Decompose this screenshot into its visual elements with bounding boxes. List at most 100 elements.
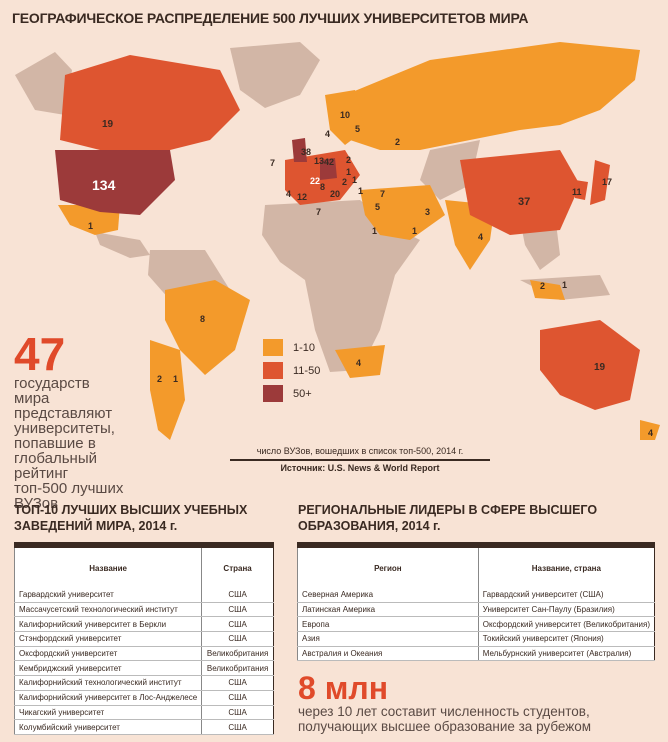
cell-name: Массачусетский технологический институт bbox=[13, 602, 202, 618]
canada-shape bbox=[60, 55, 240, 150]
southafrica-shape bbox=[335, 345, 385, 378]
label-poland: 2 bbox=[346, 155, 351, 165]
table-header-row: Регион Название, страна bbox=[297, 542, 655, 588]
label-india: 4 bbox=[478, 232, 483, 242]
table-row: Австралия и Океания Мельбурнский универси… bbox=[297, 646, 655, 662]
cell-region: Австралия и Океания bbox=[297, 646, 479, 662]
russia-shape bbox=[345, 42, 640, 150]
caption-text: число ВУЗов, вошедших в список топ-500, … bbox=[256, 446, 464, 456]
cell-name: Гарвардский университет bbox=[13, 588, 202, 603]
label-portugal: 4 bbox=[286, 189, 291, 199]
table-row: Европа Оксфордский университет (Великобри… bbox=[297, 616, 655, 633]
label-russia: 2 bbox=[395, 137, 400, 147]
label-germany: 42 bbox=[324, 157, 334, 167]
label-china: 37 bbox=[518, 196, 530, 208]
cell-name: Оксфордский университет bbox=[13, 646, 202, 662]
usa-shape bbox=[55, 150, 175, 215]
students-text: через 10 лет составит численность студен… bbox=[298, 704, 592, 734]
countries-stat: 47 государств мира представляют универси… bbox=[14, 328, 124, 512]
cell-name: Чикагский университет bbox=[13, 705, 202, 721]
label-saudi: 1 bbox=[412, 226, 417, 236]
cell-country: США bbox=[201, 675, 274, 691]
legend-item: 11-50 bbox=[263, 359, 320, 382]
cell-name: Кембриджский университет bbox=[13, 660, 202, 677]
label-czech: 1 bbox=[346, 167, 351, 177]
label-chile: 2 bbox=[157, 374, 162, 384]
label-austria: 2 bbox=[342, 177, 347, 187]
page-title: ГЕОГРАФИЧЕСКОЕ РАСПРЕДЕЛЕНИЕ 500 ЛУЧШИХ … bbox=[12, 10, 529, 26]
map-caption: число ВУЗов, вошедших в список топ-500, … bbox=[230, 446, 490, 473]
cell-region: Азия bbox=[297, 631, 479, 647]
label-mexico: 1 bbox=[88, 221, 93, 231]
label-belgium: 7 bbox=[270, 158, 275, 168]
cell-region: Латинская Америка bbox=[297, 602, 479, 618]
header-name: Название bbox=[13, 542, 202, 588]
legend-swatch-mid bbox=[263, 362, 283, 379]
legend-swatch-low bbox=[263, 339, 283, 356]
legend-item: 50+ bbox=[263, 382, 320, 405]
header-region: Регион bbox=[297, 542, 479, 588]
label-korea: 11 bbox=[572, 187, 582, 197]
central-america bbox=[95, 232, 150, 258]
table-row: Калифорнийский университет в Беркли США bbox=[13, 616, 274, 633]
legend-label-low: 1-10 bbox=[293, 341, 316, 354]
cell-leader: Гарвардский университет (США) bbox=[477, 588, 655, 603]
middle-east-shape bbox=[360, 185, 445, 240]
top10-title: ТОП-10 ЛУЧШИХ ВЫСШИХ УЧЕБНЫХ ЗАВЕДЕНИЙ М… bbox=[14, 503, 248, 533]
cell-country: США bbox=[201, 719, 274, 735]
label-norway: 4 bbox=[325, 129, 330, 139]
students-stat: 8 млн через 10 лет составит численность … bbox=[298, 672, 668, 734]
label-australia: 19 bbox=[594, 362, 606, 373]
label-israel: 5 bbox=[375, 202, 380, 212]
label-italy: 20 bbox=[330, 189, 340, 199]
cell-leader: Университет Сан-Паулу (Бразилия) bbox=[477, 602, 655, 618]
table-row: Гарвардский университет США bbox=[13, 588, 274, 603]
brazil-shape bbox=[165, 280, 250, 375]
countries-number: 47 bbox=[14, 328, 66, 380]
table-row: Чикагский университет США bbox=[13, 705, 274, 721]
label-egypt: 1 bbox=[372, 226, 377, 236]
legend: 1-10 11-50 50+ bbox=[263, 336, 320, 405]
label-brazil: 8 bbox=[200, 314, 205, 324]
table-row: Массачусетский технологический институт С… bbox=[13, 602, 274, 618]
japan-shape bbox=[590, 160, 610, 205]
korea-shape bbox=[575, 180, 588, 200]
label-uk: 38 bbox=[301, 147, 311, 157]
label-turkey: 7 bbox=[380, 189, 385, 199]
cell-country: США bbox=[201, 631, 274, 647]
chile-argentina-shape bbox=[150, 340, 185, 440]
cell-leader: Мельбурнский университет (Австралия) bbox=[477, 646, 655, 662]
africa-shape bbox=[262, 200, 420, 372]
cell-region: Северная Америка bbox=[297, 588, 479, 603]
label-france: 22 bbox=[310, 176, 320, 186]
table-row: Калифорнийский университет в Лос-Анджеле… bbox=[13, 690, 274, 706]
label-spain: 12 bbox=[297, 192, 307, 202]
cell-country: Великобритания bbox=[201, 646, 274, 662]
header-country: Страна bbox=[201, 542, 274, 588]
label-sweden: 10 bbox=[340, 110, 350, 120]
cell-name: Стэнфордский университет bbox=[13, 631, 202, 647]
label-netherlands: 13 bbox=[314, 156, 324, 166]
label-ireland: 7 bbox=[316, 207, 321, 217]
table-row: Стэнфордский университет США bbox=[13, 631, 274, 647]
cell-country: США bbox=[201, 616, 274, 633]
label-switzerland: 8 bbox=[320, 182, 325, 192]
label-greece: 1 bbox=[358, 186, 363, 196]
header-leader: Название, страна bbox=[477, 542, 655, 588]
cell-country: США bbox=[201, 602, 274, 618]
label-argentina: 1 bbox=[173, 374, 178, 384]
cell-name: Калифорнийский университет в Беркли bbox=[13, 616, 202, 633]
china-shape bbox=[460, 150, 580, 235]
australia-shape bbox=[540, 320, 640, 410]
cell-region: Европа bbox=[297, 616, 479, 633]
label-canada: 19 bbox=[102, 119, 114, 130]
table-row: Азия Токийский университет (Япония) bbox=[297, 631, 655, 647]
cell-name: Калифорнийский университет в Лос-Анджеле… bbox=[13, 690, 202, 706]
cell-country: Великобритания bbox=[201, 660, 274, 677]
regional-table: Регион Название, страна Северная Америка… bbox=[297, 542, 655, 662]
label-singapore: 2 bbox=[540, 281, 545, 291]
label-newzealand: 4 bbox=[648, 428, 653, 438]
newzealand-shape bbox=[640, 420, 660, 440]
students-number: 8 млн bbox=[298, 670, 389, 706]
countries-text: государств мира представляют университет… bbox=[14, 375, 124, 512]
